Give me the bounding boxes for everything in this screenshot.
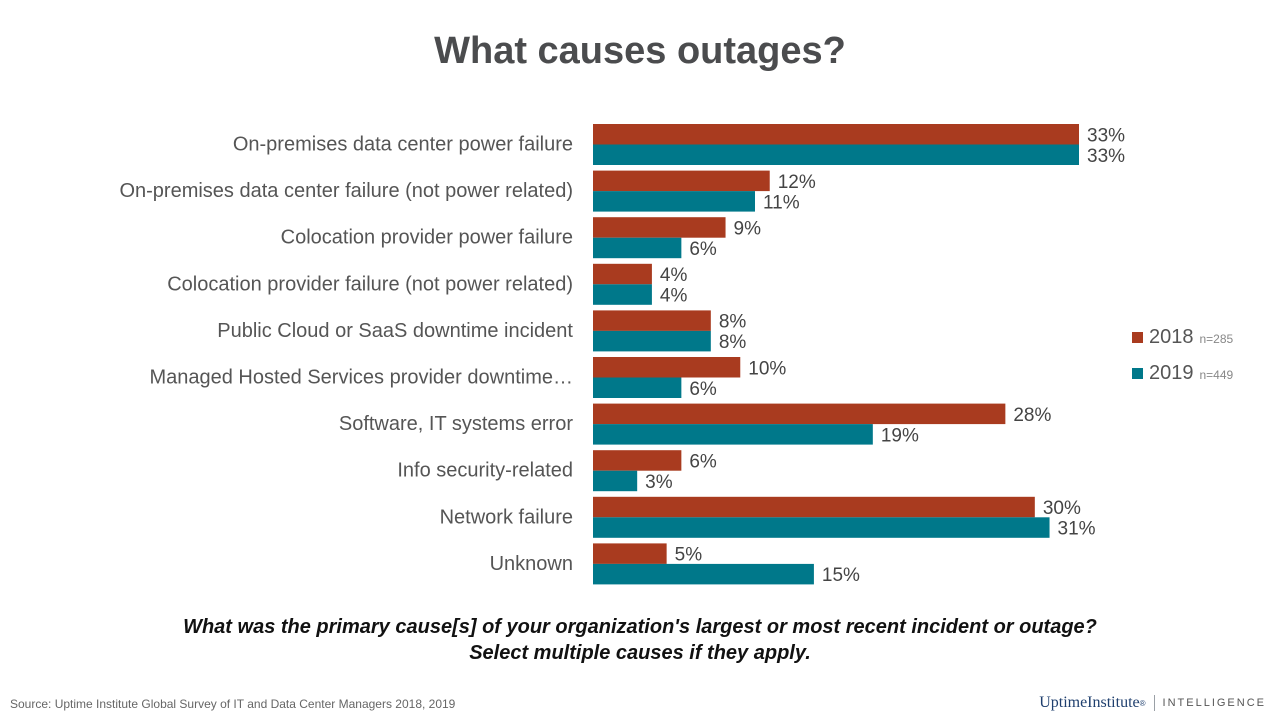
bar-2018-colocation-provider-power-failure (593, 217, 726, 238)
value-label-2019-public-cloud-or-saas-downtime-incident: 8% (719, 332, 747, 353)
uptime-institute-logo: UptimeInstitute ® INTELLIGENCE (1039, 694, 1266, 712)
bar-2019-colocation-provider-power-failure (593, 237, 682, 259)
value-label-2018-info-security-related: 6% (689, 451, 717, 472)
legend-year-2019: 2019 (1149, 362, 1194, 384)
legend-year-2018: 2018 (1149, 326, 1194, 348)
bar-2019-colocation-provider-failure-not-power-related (593, 284, 652, 305)
category-label-colocation-provider-failure-not-power-related: Colocation provider failure (not power r… (167, 273, 573, 295)
category-label-managed-hosted-services-provider-downtime: Managed Hosted Services provider downtim… (149, 367, 573, 389)
value-label-2019-colocation-provider-power-failure: 6% (689, 239, 717, 260)
value-label-2019-software-it-systems-error: 19% (881, 425, 919, 446)
category-label-software-it-systems-error: Software, IT systems error (339, 413, 573, 435)
bar-2019-managed-hosted-services-provider-downtime (593, 377, 682, 398)
source-note: Source: Uptime Institute Global Survey o… (10, 697, 456, 711)
survey-question: What was the primary cause[s] of your or… (0, 614, 1280, 666)
bar-2019-info-security-related (593, 470, 638, 492)
legend-swatch-2018 (1132, 332, 1143, 343)
category-label-unknown: Unknown (490, 553, 573, 575)
logo-brand: UptimeInstitute (1039, 694, 1140, 711)
value-label-2019-info-security-related: 3% (645, 472, 673, 493)
bar-2019-network-failure (593, 517, 1050, 538)
value-label-2019-on-premises-data-center-power-failure: 33% (1087, 146, 1125, 167)
value-label-2018-public-cloud-or-saas-downtime-incident: 8% (719, 312, 747, 333)
category-label-public-cloud-or-saas-downtime-incident: Public Cloud or SaaS downtime incident (217, 320, 573, 342)
value-label-2018-unknown: 5% (675, 545, 703, 566)
bar-2019-unknown (593, 563, 814, 585)
value-label-2019-managed-hosted-services-provider-downtime: 6% (689, 379, 717, 400)
bar-2018-network-failure (593, 496, 1035, 518)
category-label-on-premises-data-center-failure-not-power-related: On-premises data center failure (not pow… (119, 180, 573, 202)
bar-2018-colocation-provider-failure-not-power-related (593, 263, 652, 285)
bar-2018-on-premises-data-center-power-failure (593, 124, 1079, 145)
legend: 2018 n=285 2019 n=449 (1132, 326, 1233, 398)
chart-title: What causes outages? (434, 30, 846, 72)
category-label-on-premises-data-center-power-failure: On-premises data center power failure (233, 134, 573, 156)
legend-swatch-2019 (1132, 368, 1143, 379)
logo-registered-mark: ® (1139, 698, 1146, 708)
bar-2018-managed-hosted-services-provider-downtime (593, 357, 741, 378)
value-label-2019-on-premises-data-center-failure-not-power-related: 11% (763, 192, 800, 213)
survey-question-line1: What was the primary cause[s] of your or… (183, 616, 1097, 638)
legend-item-2018: 2018 n=285 (1132, 326, 1233, 362)
value-label-2019-unknown: 15% (822, 565, 860, 586)
value-label-2019-network-failure: 31% (1058, 519, 1096, 540)
bar-2019-on-premises-data-center-power-failure (593, 144, 1079, 165)
value-label-2018-colocation-provider-failure-not-power-related: 4% (660, 265, 688, 286)
bar-2018-info-security-related (593, 450, 682, 471)
value-label-2018-on-premises-data-center-failure-not-power-related: 12% (778, 172, 816, 193)
legend-n-2018: n=285 (1199, 332, 1234, 346)
bar-2018-unknown (593, 543, 667, 564)
legend-n-2019: n=449 (1199, 368, 1234, 382)
bar-2019-public-cloud-or-saas-downtime-incident (593, 330, 711, 352)
legend-item-2019: 2019 n=449 (1132, 362, 1233, 398)
bar-2019-on-premises-data-center-failure-not-power-related (593, 191, 755, 212)
category-label-colocation-provider-power-failure: Colocation provider power failure (281, 227, 573, 249)
category-label-network-failure: Network failure (440, 506, 573, 528)
value-label-2019-colocation-provider-failure-not-power-related: 4% (660, 286, 688, 307)
logo-divider (1153, 695, 1155, 711)
value-label-2018-network-failure: 30% (1043, 498, 1081, 519)
bar-2018-software-it-systems-error (593, 403, 1006, 425)
value-label-2018-software-it-systems-error: 28% (1013, 405, 1051, 426)
bar-2018-on-premises-data-center-failure-not-power-related (593, 170, 770, 192)
category-label-info-security-related: Info security-related (397, 460, 573, 482)
value-label-2018-colocation-provider-power-failure: 9% (734, 218, 762, 239)
logo-sub: INTELLIGENCE (1162, 697, 1266, 709)
value-label-2018-on-premises-data-center-power-failure: 33% (1087, 125, 1125, 146)
value-label-2018-managed-hosted-services-provider-downtime: 10% (748, 358, 786, 379)
bar-2018-public-cloud-or-saas-downtime-incident (593, 310, 711, 331)
bar-2019-software-it-systems-error (593, 424, 873, 445)
survey-question-line2: Select multiple causes if they apply. (469, 642, 811, 664)
